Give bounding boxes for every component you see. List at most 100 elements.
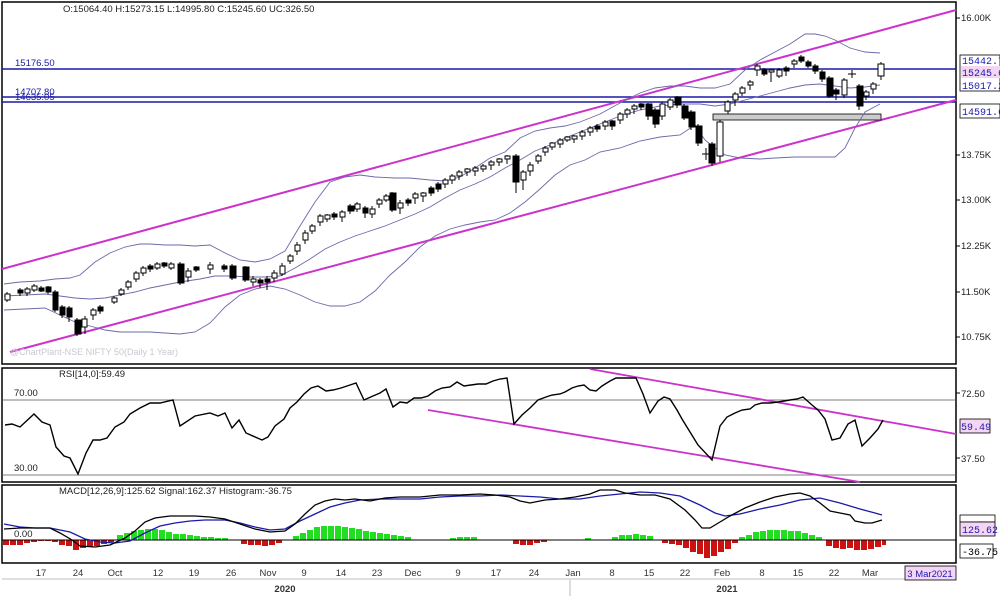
candle (724, 100, 731, 114)
macd-current-tag: 125.62 (962, 526, 998, 537)
price-channel-trendlines[interactable] (1, 9, 957, 353)
candle (624, 108, 631, 118)
rsi-panel: RSI[14,0]:59.49 70.00 30.00 72.50 37.50 … (1, 367, 991, 483)
svg-text:12.25K: 12.25K (961, 241, 992, 252)
candle (527, 162, 534, 176)
candle (257, 278, 264, 288)
svg-text:Nov: Nov (260, 568, 277, 579)
candle (435, 182, 442, 192)
candle (609, 120, 616, 130)
svg-text:19: 19 (189, 568, 200, 579)
candle (38, 286, 45, 292)
candle (870, 82, 877, 94)
candle (783, 66, 790, 76)
candle (667, 98, 674, 110)
candle (602, 120, 609, 130)
rsi-current-tag: 59.49 (961, 423, 991, 434)
svg-text:9: 9 (455, 568, 460, 579)
candle (695, 124, 703, 146)
svg-text:72.50: 72.50 (961, 389, 985, 400)
candle (389, 192, 397, 212)
svg-text:22: 22 (680, 568, 691, 579)
candle (221, 264, 228, 272)
candle (140, 266, 147, 276)
svg-text:Mar: Mar (862, 568, 878, 579)
svg-text:11.50K: 11.50K (961, 287, 991, 298)
level-label-14707: 14707.80 (15, 87, 55, 98)
svg-text:Jan: Jan (565, 568, 580, 579)
macd-line (3, 489, 883, 548)
candle (449, 174, 456, 184)
svg-text:16.00K: 16.00K (961, 13, 992, 24)
candle (52, 290, 59, 312)
candle (819, 70, 826, 82)
tag-15017: 15017.2 (962, 82, 1000, 93)
candle (147, 264, 154, 272)
candle (125, 280, 132, 290)
candle (594, 124, 601, 132)
candle (776, 68, 783, 78)
candle (428, 186, 435, 196)
candle (331, 212, 338, 220)
candle (549, 142, 556, 150)
candle (579, 130, 586, 140)
candle (45, 286, 52, 294)
candle (732, 92, 739, 106)
rsi-title: RSI[14,0]:59.49 (59, 369, 125, 380)
candle (681, 104, 689, 120)
svg-text:13.00K: 13.00K (961, 195, 992, 206)
gap-zone[interactable] (712, 113, 882, 121)
svg-text:23: 23 (372, 568, 383, 579)
svg-text:15: 15 (644, 568, 655, 579)
svg-text:Oct: Oct (108, 568, 123, 579)
candle (17, 288, 24, 296)
candle (798, 55, 805, 63)
candle (504, 155, 511, 164)
level-label-15176: 15176.50 (15, 58, 55, 69)
candle (133, 271, 140, 282)
macd-tags: 125.62 -36.75 (959, 514, 998, 559)
candle (279, 263, 286, 276)
tag-15245: 15245.6 (962, 69, 1000, 80)
year-2021: 2021 (716, 584, 738, 595)
candle (768, 69, 775, 82)
tag-14591: 14591.6 (962, 108, 1000, 119)
ohlc-header: O:15064.40 H:15273.15 L:14995.80 C:15245… (63, 4, 314, 15)
candle (97, 305, 104, 314)
svg-text:12: 12 (153, 568, 164, 579)
candle (848, 70, 856, 78)
candle (520, 170, 527, 190)
candle (309, 224, 316, 234)
rsi-line (4, 377, 884, 476)
candle (161, 262, 168, 268)
candle (638, 103, 645, 110)
candle (456, 170, 463, 180)
candle (118, 288, 125, 296)
svg-text:22: 22 (829, 568, 840, 579)
candle (587, 126, 594, 136)
macd-panel: MACD[12,26,9]:125.62 Signal:162.37 Histo… (1, 484, 998, 564)
svg-text:17: 17 (36, 568, 47, 579)
candle (442, 178, 449, 188)
current-date-tag: 3 Mar2021 (907, 569, 952, 580)
histogram-current-tag: -36.75 (962, 548, 998, 559)
rsi-70-label: 70.00 (14, 388, 38, 399)
rsi-channel-trendlines[interactable] (427, 368, 957, 483)
candle (659, 102, 666, 120)
svg-text:8: 8 (609, 568, 614, 579)
candle (168, 262, 175, 270)
tag-15442: 15442.7 (962, 57, 1000, 68)
candle (805, 60, 812, 68)
svg-text:24: 24 (73, 568, 84, 579)
candlesticks[interactable] (4, 55, 885, 336)
candle (841, 78, 848, 98)
svg-text:8: 8 (759, 568, 764, 579)
price-panel-frame (1, 1, 957, 365)
svg-text:10.75K: 10.75K (961, 332, 992, 343)
horizontal-levels[interactable]: 15176.50 14707.80 14635.05 (2, 58, 956, 103)
candle (617, 112, 624, 124)
candle (317, 214, 324, 226)
candle (754, 64, 761, 76)
candle (207, 262, 214, 274)
year-2020: 2020 (274, 584, 295, 595)
